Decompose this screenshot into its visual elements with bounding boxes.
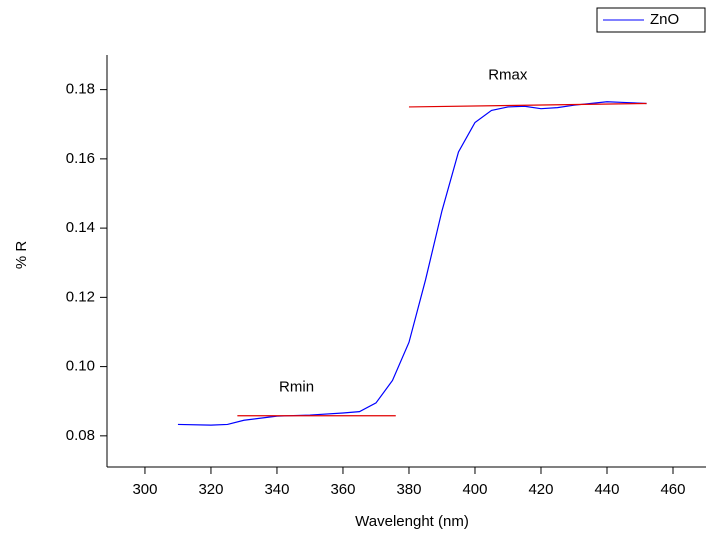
y-tick-label: 0.14 (66, 219, 95, 236)
y-tick-label: 0.18 (66, 81, 95, 98)
x-tick-label: 460 (660, 481, 685, 498)
y-tick-label: 0.08 (66, 427, 95, 444)
x-tick-label: 300 (132, 481, 157, 498)
y-tick-label: 0.12 (66, 288, 95, 305)
legend-label: ZnO (650, 11, 679, 28)
x-tick-label: 380 (396, 481, 421, 498)
x-tick-label: 420 (528, 481, 553, 498)
x-tick-label: 400 (462, 481, 487, 498)
annotation: Rmax (488, 66, 528, 83)
x-tick-label: 340 (264, 481, 289, 498)
data-line (177, 101, 647, 426)
reference-line (408, 102, 647, 108)
x-axis-title: Wavelenght (nm) (355, 513, 469, 530)
x-tick-label: 440 (594, 481, 619, 498)
x-tick-label: 320 (198, 481, 223, 498)
y-tick-label: 0.16 (66, 150, 95, 167)
y-axis-title: % R (13, 241, 30, 270)
annotation: Rmin (279, 379, 314, 396)
y-tick-label: 0.10 (66, 358, 95, 375)
x-tick-label: 360 (330, 481, 355, 498)
